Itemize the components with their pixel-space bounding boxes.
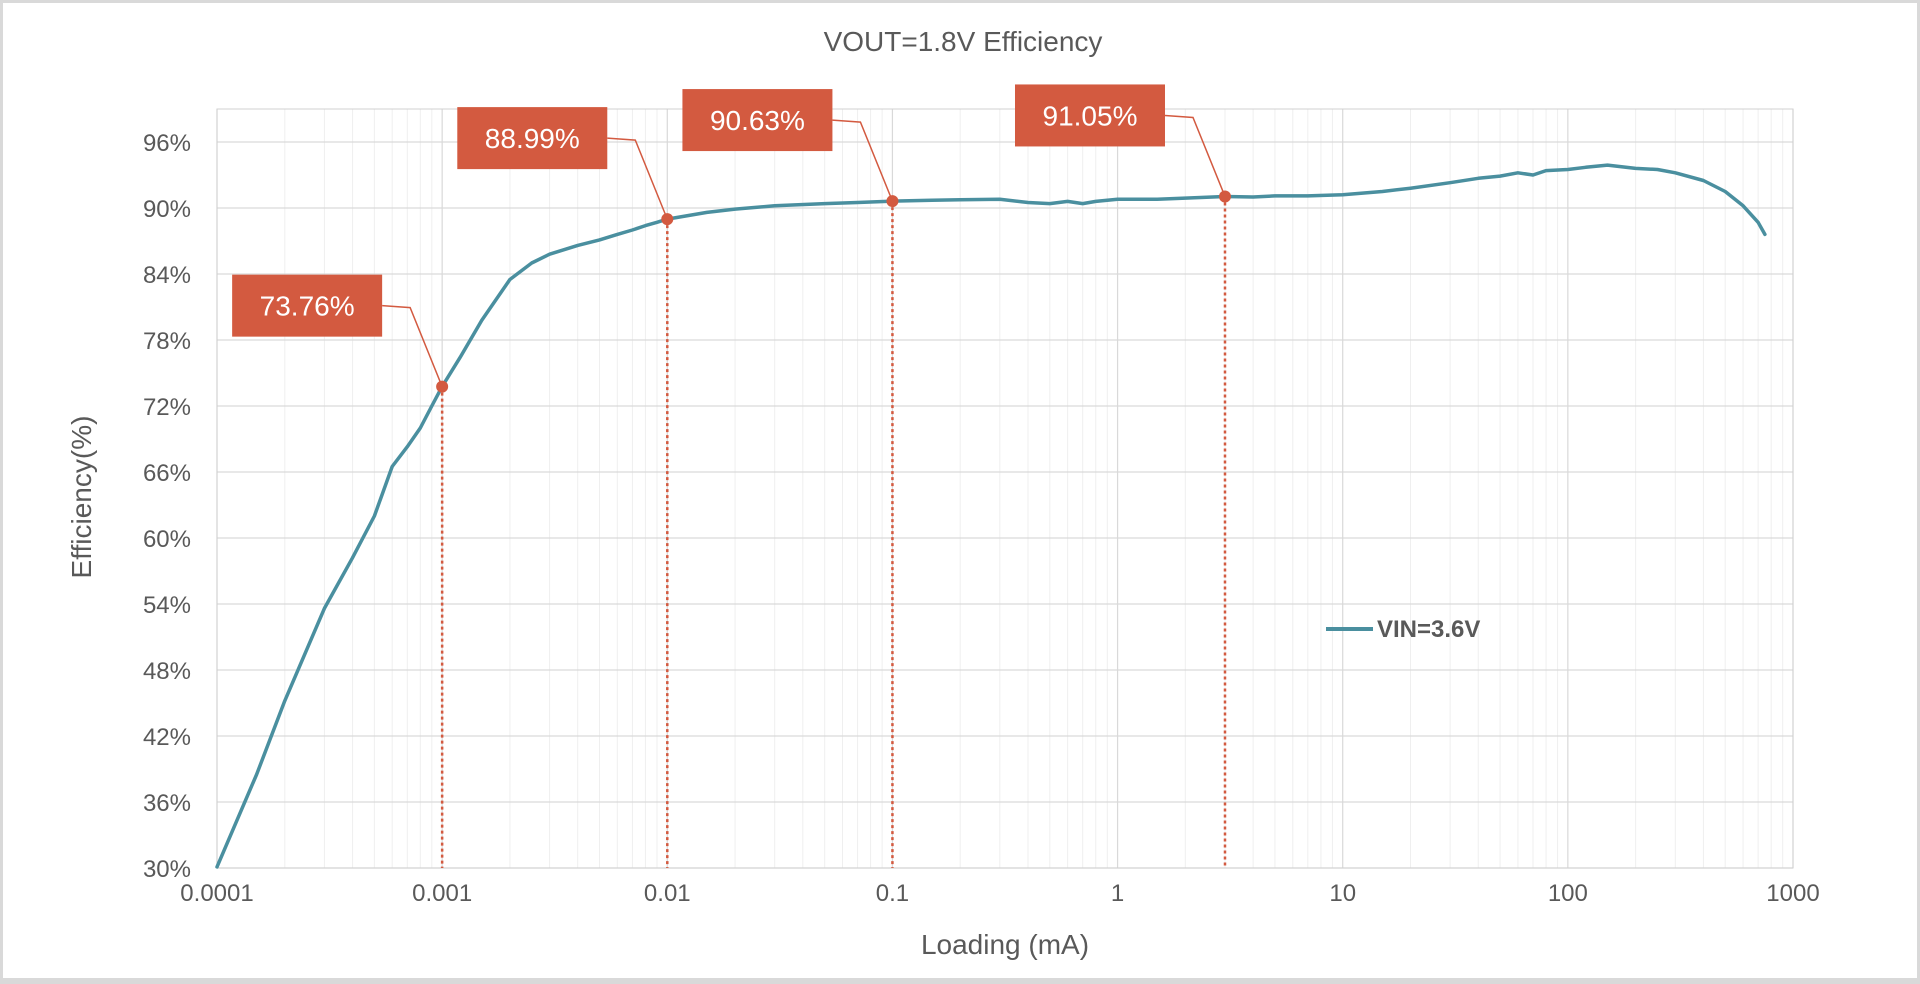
annotation-label: 73.76% bbox=[260, 291, 355, 322]
y-tick-label: 30% bbox=[143, 856, 191, 883]
y-tick-label: 54% bbox=[143, 592, 191, 619]
annotation-callout-box bbox=[232, 274, 383, 337]
y-tick-label: 48% bbox=[143, 658, 191, 685]
x-axis-label: Loading (mA) bbox=[921, 929, 1089, 960]
x-tick-label: 1 bbox=[1111, 880, 1124, 907]
x-tick-label: 10 bbox=[1329, 880, 1356, 907]
x-tick-label: 0.001 bbox=[412, 880, 472, 907]
legend: VIN=3.6V bbox=[1326, 616, 1480, 643]
y-tick-label: 66% bbox=[143, 460, 191, 487]
x-tick-label: 0.1 bbox=[876, 880, 909, 907]
annotation-marker bbox=[1218, 190, 1231, 203]
annotation-label: 90.63% bbox=[710, 105, 805, 136]
annotation-label: 88.99% bbox=[485, 123, 580, 154]
annotation-leader-line bbox=[832, 119, 894, 202]
y-tick-label: 78% bbox=[143, 328, 191, 355]
y-tick-label: 90% bbox=[143, 196, 191, 223]
annotation-marker bbox=[886, 195, 899, 208]
chart-title: VOUT=1.8V Efficiency bbox=[824, 26, 1103, 57]
y-tick-label: 84% bbox=[143, 262, 191, 289]
x-tick-label: 1000 bbox=[1766, 880, 1819, 907]
annotation-callout-box bbox=[682, 89, 833, 152]
annotation-label: 91.05% bbox=[1043, 100, 1138, 131]
y-axis-label: Efficiency(%) bbox=[66, 416, 97, 579]
x-tick-label: 100 bbox=[1548, 880, 1588, 907]
annotation-callout-box bbox=[1014, 84, 1165, 147]
x-tick-label: 0.0001 bbox=[180, 880, 253, 907]
x-tick-label: 0.01 bbox=[644, 880, 691, 907]
annotation-leader-line bbox=[1164, 114, 1226, 197]
y-tick-label: 96% bbox=[143, 130, 191, 157]
annotation-marker bbox=[661, 213, 674, 226]
y-tick-label: 36% bbox=[143, 790, 191, 817]
legend-label: VIN=3.6V bbox=[1377, 616, 1480, 643]
annotation-callout-box bbox=[457, 107, 608, 170]
annotation-leader-line bbox=[382, 304, 443, 387]
y-tick-label: 60% bbox=[143, 526, 191, 553]
series-line-vin-3-6v bbox=[215, 163, 1767, 869]
annotation-leader-line bbox=[607, 137, 668, 220]
y-tick-label: 72% bbox=[143, 394, 191, 421]
plot-area bbox=[216, 108, 1794, 869]
y-tick-label: 42% bbox=[143, 724, 191, 751]
efficiency-chart: VOUT=1.8V Efficiency 73.76% 88.99% 90.63% 9… bbox=[66, 26, 1820, 960]
annotation-marker bbox=[436, 380, 449, 393]
